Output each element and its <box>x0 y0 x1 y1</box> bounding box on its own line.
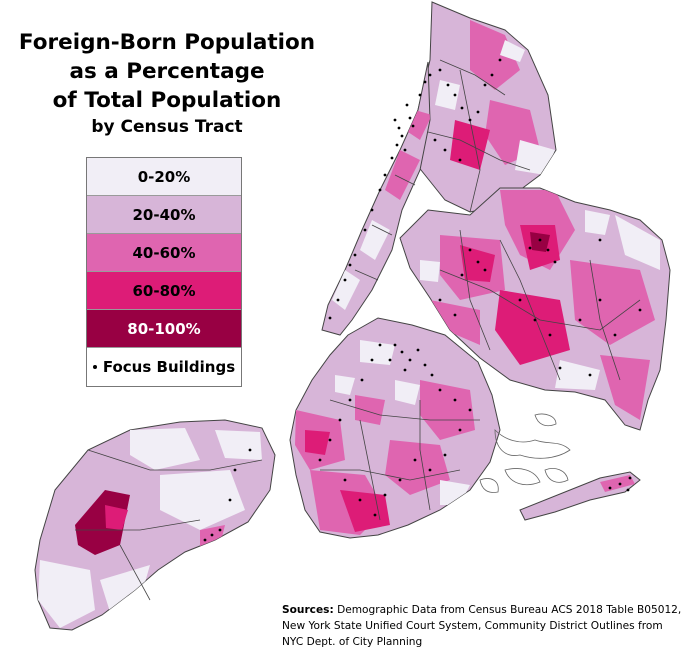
title-line-1: Foreign-Born Population <box>18 30 316 55</box>
sources-note: Sources: Demographic Data from Census Bu… <box>282 602 682 650</box>
legend-class-80-100: 80-100% <box>87 310 241 348</box>
sources-text: Demographic Data from Census Bureau ACS … <box>282 604 682 648</box>
focus-dot-icon <box>92 365 97 369</box>
legend-label: 40-60% <box>132 243 196 262</box>
focus-buildings <box>203 58 642 542</box>
sources-heading: Sources: <box>282 604 334 616</box>
legend-class-0-20: 0-20% <box>87 158 241 196</box>
legend-class-20-40: 20-40% <box>87 196 241 234</box>
rockaway-peninsula <box>519 471 641 521</box>
jamaica-bay <box>479 413 571 493</box>
legend-focus-label: Focus Buildings <box>102 358 236 376</box>
legend-label: 60-80% <box>132 281 196 300</box>
borough-queens <box>399 187 671 431</box>
title-line-4: by Census Tract <box>91 117 243 137</box>
map-title: Foreign-Born Population as a Percentage … <box>14 28 320 139</box>
legend-class-40-60: 40-60% <box>87 234 241 272</box>
legend-label: 20-40% <box>132 205 196 224</box>
borough-bronx <box>404 1 557 213</box>
legend-label: 0-20% <box>137 167 191 186</box>
borough-manhattan <box>321 61 431 336</box>
legend-focus-buildings: Focus Buildings <box>87 348 241 386</box>
legend-label: 80-100% <box>127 319 201 338</box>
legend-class-60-80: 60-80% <box>87 272 241 310</box>
title-line-2: as a Percentage <box>69 59 265 84</box>
borough-staten-island <box>34 419 276 631</box>
borough-brooklyn <box>289 317 501 539</box>
title-line-3: of Total Population <box>52 88 282 113</box>
map-legend: 0-20% 20-40% 40-60% 60-80% 80-100% Focus… <box>86 157 242 387</box>
